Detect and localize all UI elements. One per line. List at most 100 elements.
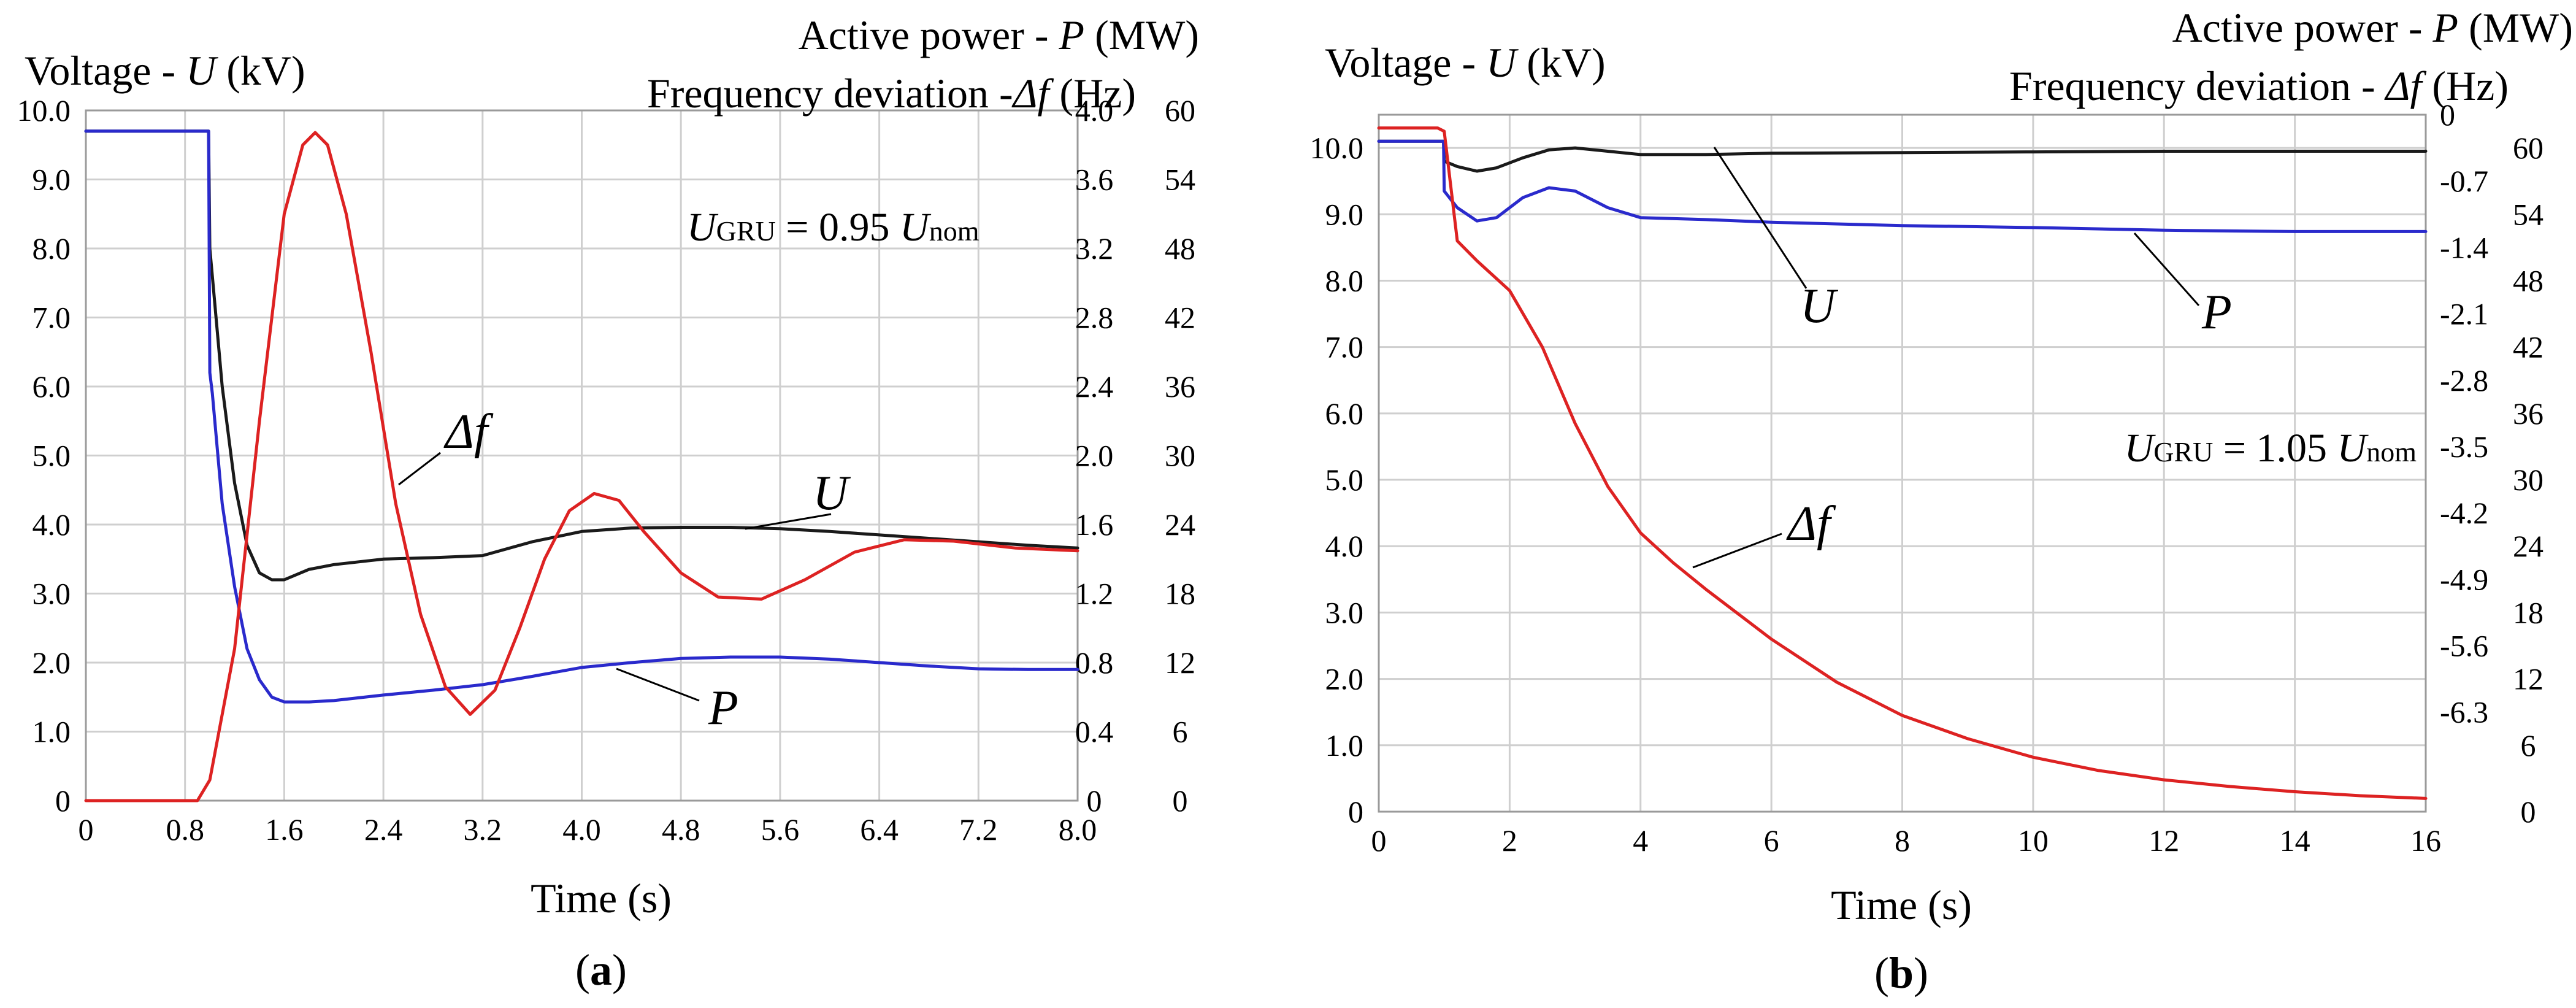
y-tick-label-left: 6.0 xyxy=(1325,396,1364,431)
y-tick-label-right-outer: 60 xyxy=(1165,93,1195,128)
y-tick-label-right-outer: 60 xyxy=(2513,131,2543,165)
leader-line xyxy=(1692,533,1782,569)
y-tick-label-right-outer: 36 xyxy=(1165,369,1195,404)
y-tick-label-right-outer: 48 xyxy=(1165,231,1195,266)
panel-label: (b) xyxy=(1874,948,1928,998)
left-axis-title: Voltage - U (kV) xyxy=(25,47,305,94)
y-tick-label-left: 7.0 xyxy=(33,301,71,335)
y-tick-label-left: 10.0 xyxy=(17,93,71,128)
x-tick-label: 14 xyxy=(2280,823,2310,858)
panel-a: 0 0.8 1.6 2.4 3.2 4.0 4.8 5.6 6.4 7.2 8.001.02.03.… xyxy=(17,12,1200,995)
y-tick-label-left: 1.0 xyxy=(33,715,71,749)
y-tick-label-right-outer: 30 xyxy=(1165,439,1195,473)
y-tick-label-right-outer: 0 xyxy=(2521,794,2536,829)
y-tick-label-right-inner: 0 xyxy=(2440,98,2455,132)
y-tick-label-right-outer: 24 xyxy=(1165,507,1195,542)
panel-label: (a) xyxy=(575,945,627,995)
y-tick-label-right-inner: -4.2 xyxy=(2440,496,2488,530)
y-tick-label-right-outer: 6 xyxy=(1173,715,1188,749)
y-tick-label-right-outer: 42 xyxy=(2513,330,2543,364)
y-tick-label-right-inner: -4.9 xyxy=(2440,562,2488,596)
y-tick-label-right-outer: 30 xyxy=(2513,463,2543,497)
curve-label-df: Δf xyxy=(443,405,494,459)
x-tick-label: 5.6 xyxy=(761,812,800,847)
y-tick-label-right-inner: 1.2 xyxy=(1075,577,1114,611)
series-line-P xyxy=(1377,139,2428,233)
x-tick-label: 6 xyxy=(1764,823,1779,858)
y-tick-label-right-inner: 4.0 xyxy=(1075,93,1114,128)
curve-label-U: U xyxy=(813,466,851,520)
leader-line xyxy=(1713,147,1807,289)
curve-label-U: U xyxy=(1800,279,1839,333)
y-tick-label-right-inner: 3.2 xyxy=(1075,231,1114,266)
y-tick-label-left: 8.0 xyxy=(1325,263,1364,298)
y-tick-label-left: 0 xyxy=(55,783,71,818)
y-tick-label-right-outer: 12 xyxy=(2513,662,2543,696)
y-tick-label-right-inner: -3.5 xyxy=(2440,429,2488,464)
y-tick-label-right-inner: 2.8 xyxy=(1075,301,1114,335)
right-axis-title-power: Active power - P (MW) xyxy=(2172,4,2573,51)
y-tick-label-left: 4.0 xyxy=(33,507,71,542)
leader-line xyxy=(2133,233,2200,306)
y-tick-label-right-outer: 12 xyxy=(1165,645,1195,680)
panel-b: 0 2 4 6 8 10 12 14 1601.02.03.04.05.06.07.08.09.… xyxy=(1310,4,2574,998)
y-tick-label-left: 5.0 xyxy=(33,439,71,473)
x-tick-label: 3.2 xyxy=(464,812,502,847)
y-tick-label-left: 7.0 xyxy=(1325,330,1364,364)
y-tick-label-right-outer: 54 xyxy=(2513,197,2543,231)
x-tick-label: 8.0 xyxy=(1059,812,1097,847)
annotation-ugru: UGRU = 1.05 Unom xyxy=(2125,426,2417,471)
y-tick-label-right-inner: -5.6 xyxy=(2440,629,2488,663)
y-tick-label-right-outer: 36 xyxy=(2513,396,2543,431)
y-tick-label-left: 9.0 xyxy=(1325,197,1364,231)
curve-label-P: P xyxy=(708,681,738,735)
x-tick-label: 0 xyxy=(1371,823,1387,858)
leader-line xyxy=(745,513,832,530)
y-tick-label-right-inner: 1.6 xyxy=(1075,507,1114,542)
y-tick-label-left: 9.0 xyxy=(33,163,71,197)
y-tick-label-right-inner: 3.6 xyxy=(1075,163,1114,197)
x-tick-label: 0.8 xyxy=(166,812,204,847)
x-tick-label: 10 xyxy=(2018,823,2049,858)
plot-frame xyxy=(1378,113,2427,813)
y-tick-label-right-inner: 0.4 xyxy=(1075,715,1114,749)
y-tick-label-right-outer: 0 xyxy=(1173,783,1188,818)
x-tick-label: 2.4 xyxy=(364,812,403,847)
series-line-df xyxy=(1377,126,2428,800)
x-tick-label: 12 xyxy=(2149,823,2179,858)
y-tick-label-right-inner: -2.8 xyxy=(2440,363,2488,398)
y-tick-label-left: 1.0 xyxy=(1325,728,1364,763)
x-tick-label: 0 xyxy=(79,812,94,847)
y-tick-label-right-inner: -2.1 xyxy=(2440,297,2488,331)
x-tick-label: 2 xyxy=(1502,823,1517,858)
y-tick-label-left: 4.0 xyxy=(1325,529,1364,563)
y-tick-label-right-inner: 2.0 xyxy=(1075,439,1114,473)
y-tick-label-left: 6.0 xyxy=(33,369,71,404)
y-tick-label-left: 0 xyxy=(1348,794,1363,829)
x-tick-label: 7.2 xyxy=(959,812,998,847)
y-tick-label-right-outer: 42 xyxy=(1165,301,1195,335)
y-tick-label-right-inner: 2.4 xyxy=(1075,369,1114,404)
y-tick-label-left: 3.0 xyxy=(33,577,71,611)
plot-frame xyxy=(85,109,1079,802)
y-tick-label-right-outer: 48 xyxy=(2513,263,2543,298)
series-line-U xyxy=(1377,139,2428,173)
y-tick-label-right-inner: 0 xyxy=(1087,783,1102,818)
x-axis-title: Time (s) xyxy=(1831,882,1972,928)
annotation-ugru: UGRU = 0.95 Unom xyxy=(687,205,979,250)
y-tick-label-left: 5.0 xyxy=(1325,463,1364,497)
x-axis-title: Time (s) xyxy=(531,875,672,921)
y-tick-label-left: 8.0 xyxy=(33,231,71,266)
left-axis-title: Voltage - U (kV) xyxy=(1325,39,1606,86)
x-tick-label: 16 xyxy=(2410,823,2441,858)
y-tick-label-left: 10.0 xyxy=(1310,131,1364,165)
x-tick-label: 1.6 xyxy=(265,812,304,847)
series-line-P xyxy=(84,129,1079,704)
leader-line xyxy=(398,452,441,486)
y-tick-label-left: 2.0 xyxy=(1325,662,1364,696)
x-tick-label: 8 xyxy=(1895,823,1910,858)
y-tick-label-right-inner: -1.4 xyxy=(2440,230,2488,264)
right-axis-title-frequency: Frequency deviation -Δf (Hz) xyxy=(647,70,1136,117)
y-tick-label-right-outer: 6 xyxy=(2521,728,2536,763)
